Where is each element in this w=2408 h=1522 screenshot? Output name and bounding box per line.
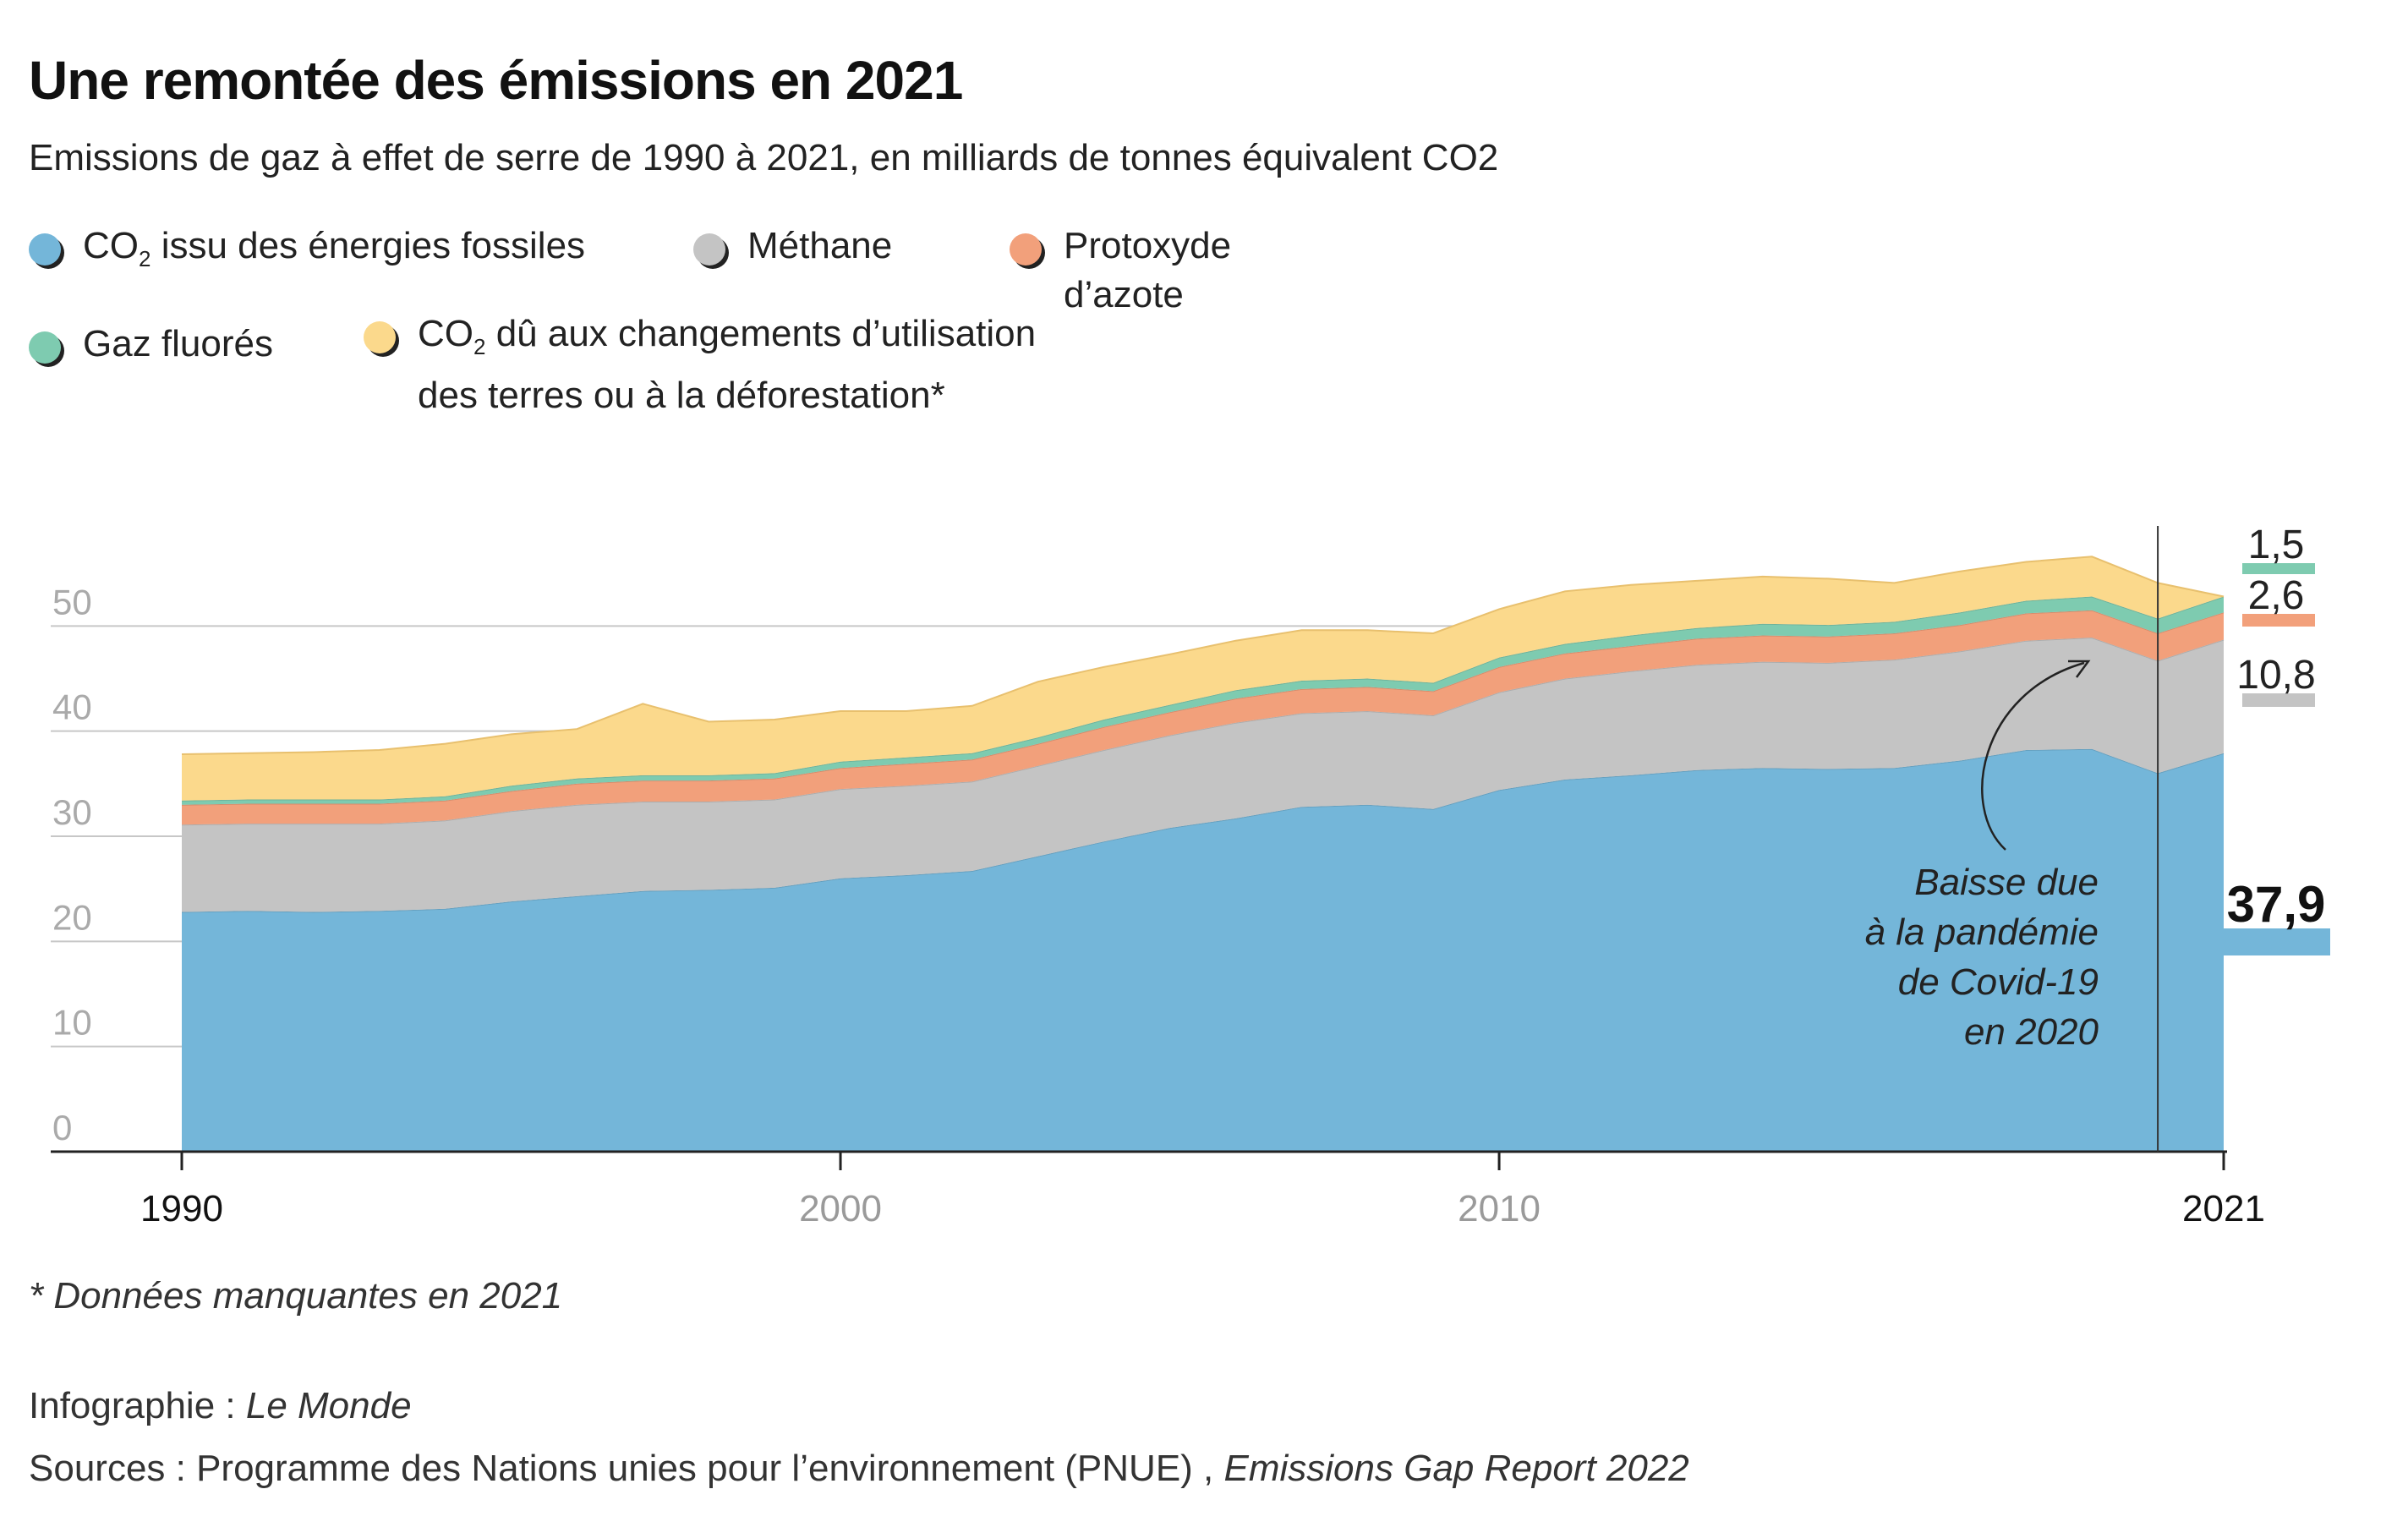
annotation-line-0: Baisse due xyxy=(1914,862,2099,903)
footnote: * Données manquantes en 2021 xyxy=(29,1275,563,1317)
legend-label-methane: Méthane xyxy=(747,225,893,266)
annotation-line-3: en 2020 xyxy=(1964,1011,2099,1053)
credit: Infographie : Le Monde xyxy=(29,1385,412,1426)
area-edge-4 xyxy=(181,556,2225,755)
legend-item-n2o: Protoxyde d’azote xyxy=(1010,222,1231,320)
y-tick-label-30: 30 xyxy=(52,792,92,832)
source: Sources : Programme des Nations unies po… xyxy=(29,1448,1689,1489)
legend-label-fgas: Gaz fluorés xyxy=(83,323,273,364)
y-tick-label-20: 20 xyxy=(52,897,92,937)
y-tick-label-40: 40 xyxy=(52,687,92,727)
area-series-4 xyxy=(182,556,2224,801)
end-label-bar-2 xyxy=(2242,693,2315,707)
legend-item-co2-fossil: CO2 issu des énergies fossiles xyxy=(29,222,585,283)
area-series xyxy=(181,556,2225,1152)
annotation-line-2: de Covid-19 xyxy=(1898,961,2099,1003)
legend-item-fgas: Gaz fluorés xyxy=(29,320,273,369)
legend-label-co2-fossil: CO2 issu des énergies fossiles xyxy=(83,225,586,271)
chart-title: Une remontée des émissions en 2021 xyxy=(29,50,963,111)
y-tick-label-50: 50 xyxy=(52,582,92,621)
legend: CO2 issu des énergies fossiles Méthane P… xyxy=(29,222,1231,416)
area-series-2 xyxy=(182,610,2224,825)
legend-label-n2o: Protoxyde d’azote xyxy=(1064,225,1232,315)
end-label-0: 1,5 xyxy=(2248,523,2305,567)
x-tick-label-1990: 1990 xyxy=(140,1188,223,1229)
end-label-bar-3 xyxy=(2220,928,2330,955)
annotations: Baisse due à la pandémie de Covid-19 en 202… xyxy=(1865,523,2330,1152)
stacked-area-chart: 0 10 20 30 40 50 1990 2000 2010 2021 Baisse due à … xyxy=(51,523,2330,1229)
x-tick-label-2000: 2000 xyxy=(799,1188,882,1229)
end-label-1: 2,6 xyxy=(2248,573,2305,618)
area-series-0 xyxy=(182,748,2224,1152)
end-label-3: 37,9 xyxy=(2227,876,2326,933)
chart-subtitle: Emissions de gaz à effet de serre de 199… xyxy=(29,137,1499,178)
annotation-line-1: à la pandémie xyxy=(1865,912,2099,953)
legend-swatch-n2o xyxy=(1010,233,1042,266)
annotation-arrowhead xyxy=(2068,660,2091,678)
legend-swatch-lulucf xyxy=(364,321,396,353)
annotation-arrow xyxy=(1981,661,2085,851)
y-tick-label-0: 0 xyxy=(52,1108,72,1147)
end-label-bar-0 xyxy=(2242,563,2315,574)
legend-label-lulucf: CO2 dû aux changements d’utilisation des … xyxy=(418,313,1037,416)
legend-item-lulucf: CO2 dû aux changements d’utilisation des … xyxy=(364,309,1036,420)
legend-swatch-methane xyxy=(693,233,725,266)
end-label-bar-1 xyxy=(2242,614,2315,627)
legend-swatch-co2-fossil xyxy=(29,233,61,266)
area-series-3 xyxy=(182,596,2224,805)
area-series-1 xyxy=(182,638,2224,912)
y-tick-label-10: 10 xyxy=(52,1003,92,1043)
legend-item-methane: Méthane xyxy=(693,222,892,271)
end-label-2: 10,8 xyxy=(2236,653,2315,698)
axes: 0 10 20 30 40 50 1990 2000 2010 2021 xyxy=(51,582,2265,1229)
x-tick-label-2021: 2021 xyxy=(2182,1188,2265,1229)
x-tick-label-2010: 2010 xyxy=(1458,1188,1541,1229)
legend-swatch-fgas xyxy=(29,331,61,364)
